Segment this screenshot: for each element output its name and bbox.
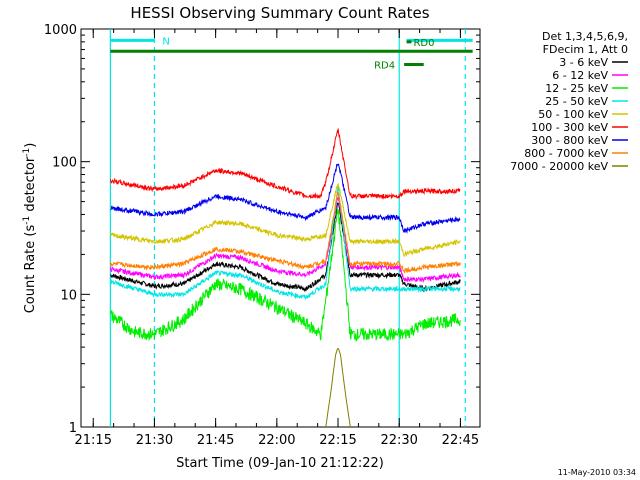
series-line — [109, 128, 461, 201]
y-tick-label: 10 — [60, 288, 77, 303]
legend-entry: 12 - 25 keV — [545, 82, 608, 95]
legend-header: Det 1,3,4,5,6,9, — [542, 30, 628, 43]
state-bar-label: N — [162, 36, 169, 47]
x-tick-label: 22:30 — [380, 433, 417, 448]
x-tick-label: 22:45 — [442, 433, 479, 448]
legend-entry: 300 - 800 keV — [531, 134, 608, 147]
series-line — [109, 207, 461, 343]
x-axis-label: Start Time (09-Jan-10 21:12:22) — [176, 456, 384, 471]
x-tick-label: 21:15 — [75, 433, 112, 448]
chart-title: HESSI Observing Summary Count Rates — [130, 4, 429, 22]
series-line — [110, 202, 461, 293]
x-tick-label: 21:30 — [136, 433, 173, 448]
legend-entry: 800 - 7000 keV — [524, 147, 608, 160]
plot-area — [80, 28, 481, 428]
footer-timestamp: 11-May-2010 03:34 — [558, 468, 636, 477]
legend-entry: 50 - 100 keV — [538, 108, 608, 121]
series-line — [109, 191, 461, 275]
x-tick-label: 21:45 — [197, 433, 234, 448]
legend: Det 1,3,4,5,6,9,FDecim 1, Att 03 - 6 keV… — [510, 30, 628, 173]
legend-entry: 25 - 50 keV — [545, 95, 608, 108]
legend-entry: 7000 - 20000 keV — [510, 160, 608, 173]
series-line — [110, 163, 461, 234]
legend-entry: 3 - 6 keV — [559, 56, 608, 69]
legend-entry: 100 - 300 keV — [531, 121, 608, 134]
series-line — [109, 195, 461, 284]
series-line — [110, 185, 461, 300]
series-line — [325, 348, 351, 427]
state-bar-label: RD0 — [413, 38, 434, 49]
legend-entry: 6 - 12 keV — [552, 69, 608, 82]
legend-header: FDecim 1, Att 0 — [543, 43, 628, 56]
y-tick-label: 1 — [69, 421, 77, 436]
series-line — [109, 182, 461, 257]
x-tick-label: 22:00 — [258, 433, 295, 448]
x-tick-label: 22:15 — [319, 433, 356, 448]
y-tick-label: 1000 — [44, 23, 77, 38]
y-axis-label: Count Rate (s-1 detector-1) — [22, 143, 38, 314]
y-tick-label: 100 — [52, 156, 77, 171]
state-bar-label: RD4 — [374, 61, 395, 72]
